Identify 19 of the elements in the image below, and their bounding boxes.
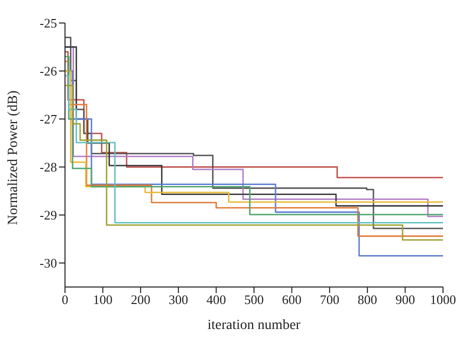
- y-tick-label: -26: [40, 64, 58, 79]
- x-tick-label: 400: [206, 292, 226, 308]
- x-tick-label: 700: [320, 292, 340, 308]
- y-tick-label: -28: [40, 160, 57, 175]
- x-tick-label: 0: [62, 292, 68, 308]
- y-tick-label: -29: [40, 208, 57, 223]
- x-tick-label: 1000: [430, 292, 456, 308]
- x-tick-label: 500: [244, 292, 264, 308]
- x-tick-label: 600: [282, 292, 302, 308]
- x-tick-label: 900: [395, 292, 415, 308]
- y-tick-label: -27: [40, 112, 58, 127]
- x-tick-label: 300: [168, 292, 188, 308]
- y-tick-label: -25: [40, 16, 57, 31]
- x-axis-title: iteration number: [208, 318, 301, 333]
- x-tick-label: 200: [130, 292, 150, 308]
- x-tick-label: 800: [358, 292, 378, 308]
- y-axis-title: Normalized Power (dB): [6, 90, 21, 225]
- x-tick-label: 100: [93, 292, 113, 308]
- y-tick-label: -30: [40, 256, 57, 271]
